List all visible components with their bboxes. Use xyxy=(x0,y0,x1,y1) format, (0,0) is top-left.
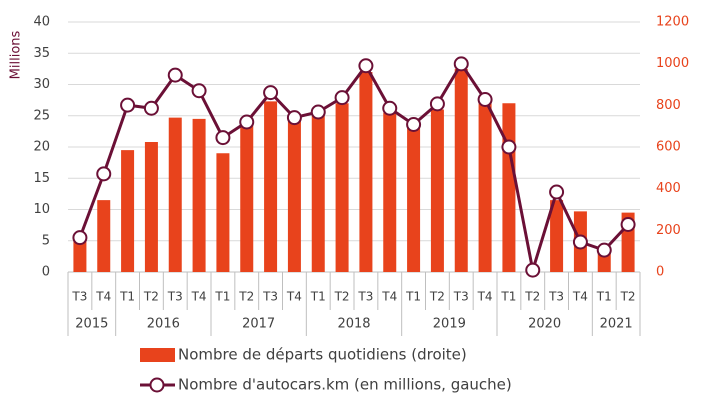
marker xyxy=(406,117,422,132)
year-label: 2019 xyxy=(433,317,466,332)
marker xyxy=(525,262,541,278)
marker xyxy=(120,97,136,113)
x-tick-label: T3 xyxy=(71,290,87,304)
x-tick-label: T1 xyxy=(596,290,612,304)
y-tick-label: 30 xyxy=(33,77,50,92)
marker xyxy=(358,58,374,74)
bar xyxy=(264,101,278,272)
bar xyxy=(478,103,492,272)
y2-tick-label: 200 xyxy=(656,223,681,238)
bar xyxy=(240,125,254,272)
y2-tick-label: 600 xyxy=(656,140,681,155)
x-tick-label: T4 xyxy=(286,290,302,304)
bar xyxy=(73,237,87,272)
x-tick-label: T4 xyxy=(477,290,493,304)
x-tick-label: T2 xyxy=(143,290,159,304)
marker xyxy=(572,234,588,250)
x-tick-label: T1 xyxy=(119,290,135,304)
marker xyxy=(429,96,445,112)
marker xyxy=(334,90,350,106)
x-tick-label: T1 xyxy=(214,290,230,304)
bar xyxy=(192,118,206,272)
marker xyxy=(191,83,207,99)
bar xyxy=(359,72,373,272)
x-tick-label: T2 xyxy=(238,290,254,304)
y-tick-label: 25 xyxy=(33,108,50,123)
marker xyxy=(286,110,302,126)
y-tick-label: 10 xyxy=(33,202,50,217)
y2-tick-label: 1200 xyxy=(656,15,689,30)
year-label: 2021 xyxy=(600,317,633,332)
marker xyxy=(501,139,517,155)
x-tick-label: T2 xyxy=(620,290,636,304)
x-tick-label: T2 xyxy=(429,290,445,304)
x-tick-label: T4 xyxy=(95,290,111,304)
bar xyxy=(597,253,611,272)
bar xyxy=(144,142,158,272)
bar xyxy=(502,103,516,272)
legend-label: Nombre d'autocars.km (en millions, gauch… xyxy=(178,376,512,394)
bar xyxy=(454,68,468,272)
x-tick-label: T3 xyxy=(357,290,373,304)
y-tick-label: 35 xyxy=(33,46,50,61)
bar xyxy=(383,112,397,272)
x-tick-label: T3 xyxy=(167,290,183,304)
marker xyxy=(596,242,612,258)
bar xyxy=(97,200,111,272)
y-tick-label: 0 xyxy=(42,265,50,280)
marker xyxy=(239,114,255,130)
x-tick-label: T2 xyxy=(524,290,540,304)
year-label: 2017 xyxy=(242,317,275,332)
marker xyxy=(310,104,326,120)
marker xyxy=(167,67,183,83)
legend-marker xyxy=(149,377,165,393)
marker xyxy=(453,56,469,72)
y2-tick-label: 800 xyxy=(656,98,681,113)
y-tick-label: 15 xyxy=(33,171,50,186)
y-tick-label: 40 xyxy=(33,15,50,30)
bar xyxy=(550,200,564,272)
line xyxy=(78,61,630,271)
x-tick-label: T4 xyxy=(191,290,207,304)
legend-label: Nombre de départs quotidiens (droite) xyxy=(178,346,467,364)
year-label: 2016 xyxy=(147,317,180,332)
year-label: 2018 xyxy=(337,317,370,332)
y2-tick-label: 0 xyxy=(656,265,664,280)
x-tick-label: T2 xyxy=(334,290,350,304)
x-tick-label: T1 xyxy=(405,290,421,304)
y-axis-label: Millions xyxy=(9,30,24,79)
x-tick-label: T4 xyxy=(381,290,397,304)
x-tick-label: T4 xyxy=(572,290,588,304)
bar xyxy=(407,128,421,272)
marker xyxy=(620,217,636,232)
bar xyxy=(430,109,444,272)
bar xyxy=(287,115,301,272)
x-tick-label: T1 xyxy=(310,290,326,304)
x-tick-label: T3 xyxy=(548,290,564,304)
year-label: 2015 xyxy=(75,317,108,332)
x-tick-label: T1 xyxy=(500,290,516,304)
x-tick-label: T3 xyxy=(453,290,469,304)
marker xyxy=(263,85,279,101)
y2-tick-label: 1000 xyxy=(656,56,689,71)
bar xyxy=(335,103,349,272)
marker xyxy=(215,130,231,146)
year-label: 2020 xyxy=(528,317,561,332)
bar xyxy=(121,150,135,272)
x-tick-label: T3 xyxy=(262,290,278,304)
marker xyxy=(382,100,398,116)
marker xyxy=(96,166,112,182)
y-tick-label: 5 xyxy=(42,233,50,248)
bar xyxy=(311,115,325,272)
bar xyxy=(216,153,230,272)
y2-tick-label: 400 xyxy=(656,181,681,196)
marker xyxy=(143,100,159,116)
legend-swatch xyxy=(140,348,175,362)
marker xyxy=(549,184,565,200)
bar xyxy=(168,117,182,272)
y-tick-label: 20 xyxy=(33,140,50,155)
marker xyxy=(477,92,493,107)
marker xyxy=(72,230,88,246)
